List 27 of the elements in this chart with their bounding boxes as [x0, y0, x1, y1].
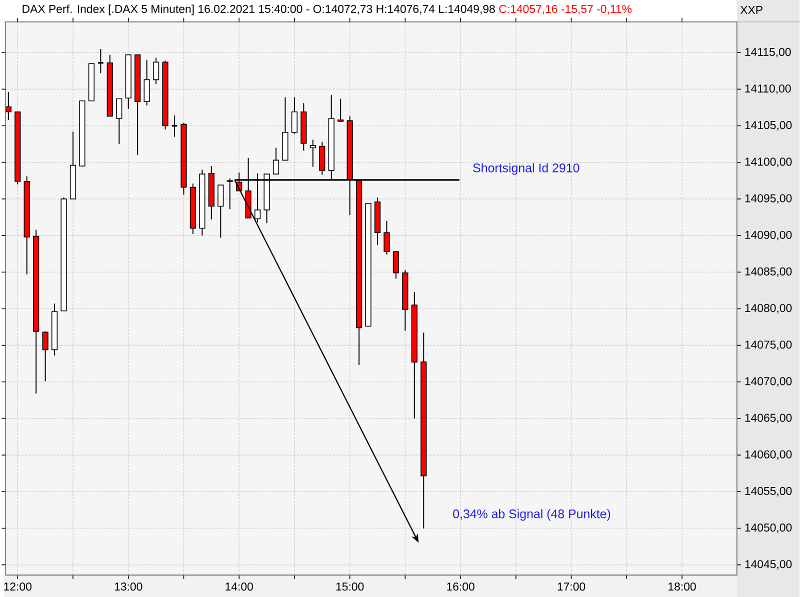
y-tick-label: 14055,00 — [745, 486, 792, 496]
x-tick-label: 17:00 — [558, 582, 586, 591]
y-tick-label: 14045,00 — [745, 560, 792, 570]
x-tick-label: 12:00 — [4, 582, 32, 591]
y-tick-label: 14065,00 — [745, 414, 792, 424]
x-tick-label: 18:00 — [668, 582, 696, 591]
y-tick-label: 14080,00 — [745, 304, 792, 314]
annotation: Shortsignal Id 2910 — [473, 163, 580, 175]
chart-subtitle: C:14057,16 -15,57 -0,11% — [499, 4, 632, 14]
y-tick-label: 14105,00 — [745, 121, 792, 131]
x-tick-label: 13:00 — [114, 582, 142, 591]
y-tick-label: 14100,00 — [745, 158, 792, 168]
x-tick-label: 16:00 — [447, 582, 474, 591]
y-tick-label: 14090,00 — [745, 230, 792, 240]
y-tick-label: 14085,00 — [745, 267, 792, 277]
y-tick-label: 14095,00 — [745, 194, 792, 204]
y-tick-label: 14070,00 — [745, 377, 792, 387]
y-tick-label: 14110,00 — [745, 84, 791, 94]
y-tick-label: 14115,00 — [745, 48, 791, 58]
y-tick-label: 14050,00 — [745, 524, 792, 533]
text: XXP — [740, 6, 762, 14]
annotation: 0,34% ab Signal (48 Punkte) — [453, 509, 610, 521]
x-tick-label: 14:00 — [226, 582, 253, 591]
x-tick-label: 15:00 — [336, 582, 364, 591]
y-tick-label: 14060,00 — [745, 450, 792, 460]
chart-title: DAX Perf. Index [.DAX 5 Minuten] 16.02.2021 15:40:00 - O:14072,73 H:14076,74 L:14049,98 — [22, 4, 495, 16]
y-tick-label: 14075,00 — [745, 340, 792, 350]
